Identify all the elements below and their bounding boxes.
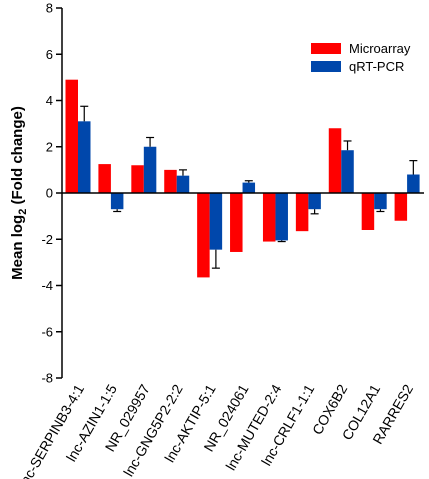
bar-qrt-pcr-lnc-muted-2-4	[275, 193, 288, 241]
bar-microarray-nr-024061	[230, 193, 243, 252]
bar-qrt-pcr-lnc-aktip-5-1	[209, 193, 223, 250]
y-tick-label: 6	[46, 47, 53, 62]
bar-microarray-lnc-azin1-1-5	[98, 164, 111, 193]
y-axis-label: Mean log2 (Fold change)	[9, 106, 29, 280]
legend-swatch-microarray	[311, 43, 341, 54]
bar-microarray-lnc-crlf1-1-1	[295, 193, 309, 232]
bar-qrt-pcr-nr-024061	[242, 182, 256, 193]
y-tick-label: -8	[41, 371, 53, 386]
bar-microarray-col12a1	[361, 193, 375, 230]
bar-microarray-lnc-aktip-5-1	[197, 193, 210, 278]
bar-qrt-pcr-col12a1	[374, 193, 387, 210]
legend-swatch-qrt-pcr	[311, 61, 341, 72]
bar-microarray-cox6b2	[328, 128, 342, 193]
bar-microarray-rarres2	[394, 193, 408, 221]
legend-label-qrt-pcr: qRT-PCR	[349, 59, 404, 74]
bar-qrt-pcr-lnc-gng5p2-2-2	[176, 175, 190, 193]
bar-qrt-pcr-nr-029957	[143, 146, 157, 193]
bar-qrt-pcr-lnc-azin1-1-5	[110, 193, 124, 210]
x-tick-labels: lnc-SERPINB3-4:1lnc-AZIN1-1:5NR_029957ln…	[15, 381, 416, 479]
legend: Microarray qRT-PCR	[311, 41, 411, 74]
y-tick-label: -2	[41, 232, 53, 247]
bar-microarray-lnc-gng5p2-2-2	[164, 169, 177, 193]
bar-microarray-lnc-serpinb3-4-1	[65, 79, 78, 193]
y-tick-label: 8	[46, 1, 53, 16]
bar-microarray-nr-029957	[131, 165, 144, 193]
bar-microarray-lnc-muted-2-4	[262, 193, 276, 242]
y-tick-label: 4	[46, 93, 53, 108]
bars	[65, 79, 420, 278]
y-tick-label: 2	[46, 139, 53, 154]
y-ticks: 8 6 4 2 0 -2 -4 -6 -8	[41, 1, 62, 386]
y-tick-label: -6	[41, 324, 53, 339]
error-bars	[80, 105, 418, 269]
legend-label-microarray: Microarray	[349, 41, 411, 56]
y-tick-label: -4	[41, 278, 53, 293]
y-tick-label: 0	[46, 186, 53, 201]
y-axis: 8 6 4 2 0 -2 -4 -6 -8	[41, 1, 63, 386]
bar-qrt-pcr-cox6b2	[341, 150, 354, 193]
bar-qrt-pcr-lnc-serpinb3-4-1	[78, 121, 91, 193]
bar-qrt-pcr-rarres2	[407, 174, 420, 193]
bar-qrt-pcr-lnc-crlf1-1-1	[308, 193, 321, 210]
